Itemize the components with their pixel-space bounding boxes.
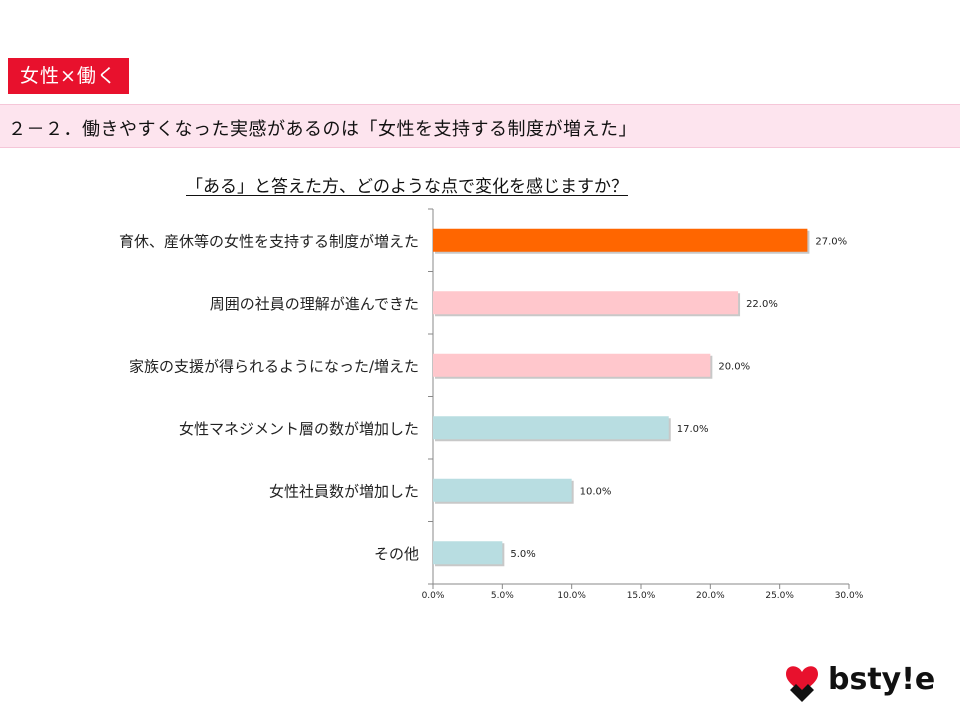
category-label: その他 xyxy=(374,545,419,563)
category-label: 育休、産休等の女性を支持する制度が増えた xyxy=(119,232,419,250)
bar xyxy=(433,416,669,440)
category-label: 周囲の社員の理解が進んできた xyxy=(210,295,419,313)
bar xyxy=(433,478,572,502)
x-tick-label: 15.0% xyxy=(627,591,656,601)
data-label: 17.0% xyxy=(677,424,709,435)
x-tick-label: 30.0% xyxy=(835,591,864,601)
brand-logo: bsty!e xyxy=(780,660,950,704)
bar xyxy=(433,353,711,377)
chart-question: 「ある」と答えた方、どのような点で変化を感じますか？ xyxy=(186,177,628,197)
brand-mark-icon xyxy=(786,666,818,702)
bar xyxy=(433,541,503,565)
x-tick-label: 10.0% xyxy=(557,591,586,601)
category-label: 女性マネジメント層の数が増加した xyxy=(179,420,419,438)
x-tick-label: 0.0% xyxy=(422,591,445,601)
data-label: 5.0% xyxy=(510,549,535,560)
section-tag: 女性×働く xyxy=(8,58,129,94)
x-tick-label: 25.0% xyxy=(765,591,794,601)
data-label: 10.0% xyxy=(580,486,612,497)
data-label: 20.0% xyxy=(718,361,750,372)
category-label: 女性社員数が増加した xyxy=(269,482,419,500)
category-label: 家族の支援が得られるようになった/増えた xyxy=(129,357,419,375)
x-tick-label: 20.0% xyxy=(696,591,725,601)
bar xyxy=(433,291,739,315)
bar xyxy=(433,228,808,252)
data-label: 27.0% xyxy=(815,236,847,247)
data-label: 22.0% xyxy=(746,299,778,310)
x-tick-label: 5.0% xyxy=(491,591,514,601)
subtitle-bar: ２－２．働きやすくなった実感があるのは「女性を支持する制度が増えた」 xyxy=(0,104,960,148)
page-subtitle: ２－２．働きやすくなった実感があるのは「女性を支持する制度が増えた」 xyxy=(8,119,637,140)
logo-text: bsty!e xyxy=(828,662,936,697)
